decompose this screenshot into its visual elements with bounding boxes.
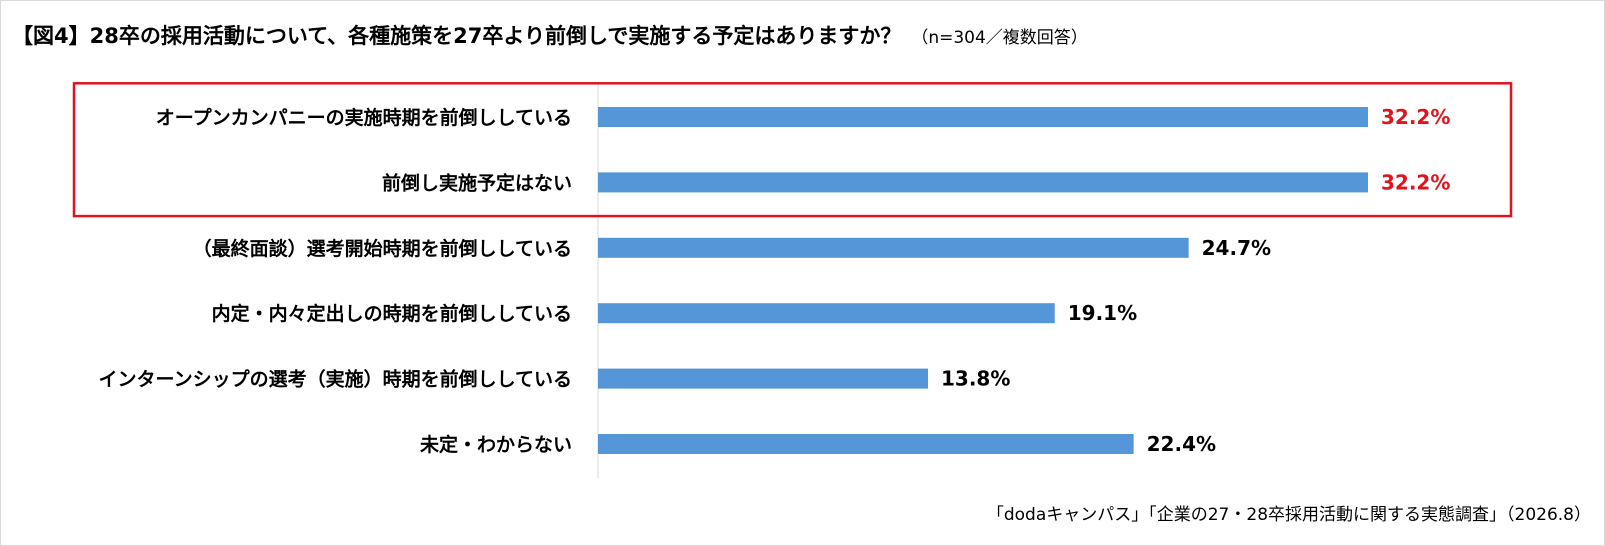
highlight-box — [72, 82, 1513, 218]
category-label: 未定・わからない — [419, 433, 572, 456]
bar — [598, 107, 1368, 127]
value-label: 32.2% — [1381, 105, 1450, 129]
sample-size-note: （n=304／複数回答） — [911, 28, 1088, 48]
chart-title: 【図4】28卒の採用活動について、各種施策を27卒より前倒しで実施する予定はあり… — [12, 20, 1088, 50]
source-note: 「dodaキャンパス」「企業の27・28卒採用活動に関する実態調査」（2026.… — [986, 505, 1591, 525]
bar — [598, 303, 1055, 324]
category-label: インターンシップの選考（実施）時期を前倒ししている — [99, 368, 572, 391]
value-label: 32.2% — [1381, 170, 1450, 194]
value-label: 22.4% — [1147, 432, 1216, 456]
category-label: （最終面談）選考開始時期を前倒ししている — [193, 237, 572, 260]
category-label: オープンカンパニーの実施時期を前倒ししている — [156, 106, 572, 129]
category-label: 前倒し実施予定はない — [382, 171, 572, 194]
bar — [598, 237, 1189, 258]
value-label: 19.1% — [1068, 301, 1137, 325]
value-label: 13.8% — [941, 367, 1010, 391]
value-label: 24.7% — [1202, 236, 1271, 260]
bar — [598, 368, 928, 389]
title-text: 【図4】28卒の採用活動について、各種施策を27卒より前倒しで実施する予定はあり… — [12, 24, 902, 48]
category-label: 内定・内々定出しの時期を前倒ししている — [212, 302, 572, 325]
bar — [598, 172, 1368, 193]
bar — [598, 434, 1134, 454]
